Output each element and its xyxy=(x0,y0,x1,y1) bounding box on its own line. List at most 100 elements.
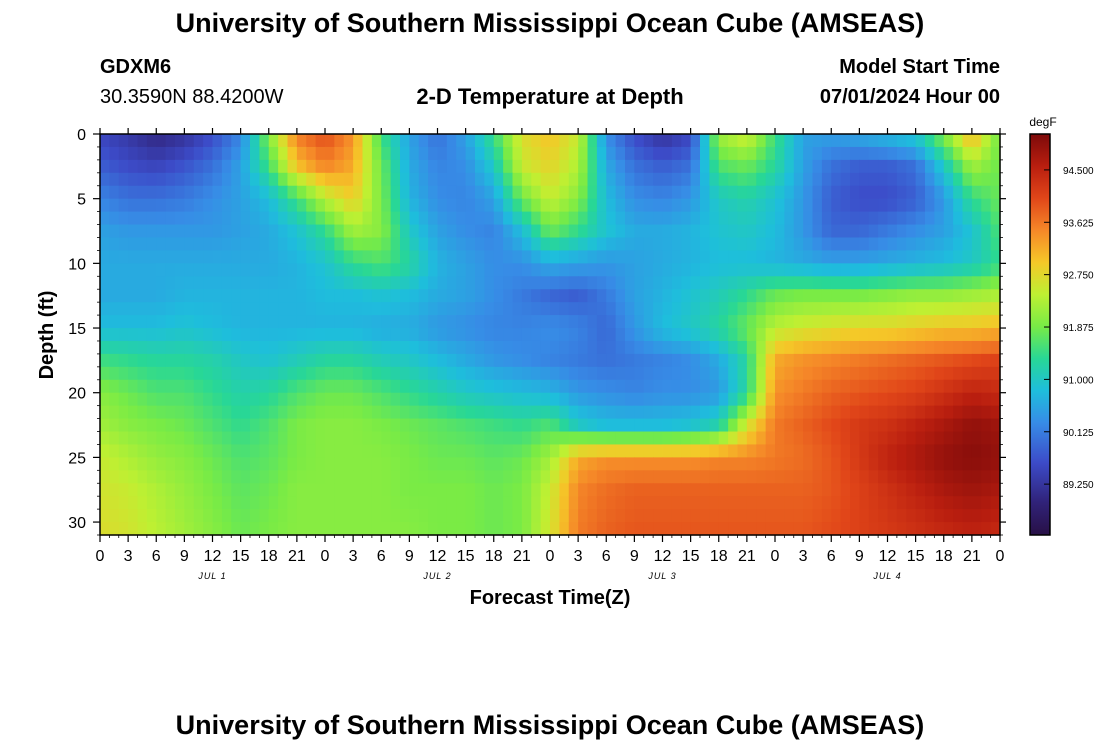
heatmap-cell xyxy=(887,509,898,523)
heatmap-cell xyxy=(643,224,654,239)
heatmap-cell xyxy=(981,457,992,471)
heatmap-cell xyxy=(700,340,710,355)
heatmap-cell xyxy=(568,289,579,303)
heatmap-cell xyxy=(681,276,692,290)
heatmap-cell xyxy=(203,224,214,239)
heatmap-cell xyxy=(203,185,214,200)
heatmap-cell xyxy=(212,405,223,420)
heatmap-cell xyxy=(343,340,354,355)
heatmap-cell xyxy=(962,366,973,381)
heatmap-cell xyxy=(981,302,992,316)
heatmap-cell xyxy=(803,509,814,523)
heatmap-cell xyxy=(362,302,373,316)
heatmap-cell xyxy=(353,198,364,213)
heatmap-cell xyxy=(306,457,317,471)
heatmap-cell xyxy=(634,431,645,446)
heatmap-cell xyxy=(868,470,879,484)
heatmap-cell xyxy=(493,457,504,471)
heatmap-cell xyxy=(456,379,467,394)
heatmap-cell xyxy=(831,146,842,161)
heatmap-cell xyxy=(709,263,720,277)
heatmap-cell xyxy=(709,418,720,433)
heatmap-cell xyxy=(165,159,176,174)
heatmap-cell xyxy=(746,172,757,187)
heatmap-cell xyxy=(512,444,523,458)
heatmap-cell xyxy=(868,483,879,497)
heatmap-cell xyxy=(559,470,570,484)
heatmap-cell xyxy=(690,444,701,458)
heatmap-cell xyxy=(503,159,514,174)
heatmap-cell xyxy=(409,340,420,355)
heatmap-cell xyxy=(475,509,485,523)
heatmap-cell xyxy=(128,522,139,536)
heatmap-cell xyxy=(203,328,214,342)
heatmap-cell xyxy=(643,431,654,446)
heatmap-cell xyxy=(728,509,739,523)
heatmap-cell xyxy=(221,263,232,277)
heatmap-cell xyxy=(662,263,673,277)
heatmap-cell xyxy=(484,185,495,200)
heatmap-cell xyxy=(400,198,410,213)
heatmap-cell xyxy=(587,483,598,497)
heatmap-cell xyxy=(850,328,860,342)
heatmap-cell xyxy=(418,509,429,523)
heatmap-cell xyxy=(278,457,289,471)
heatmap-cell xyxy=(240,224,251,239)
heatmap-cell xyxy=(362,392,373,407)
heatmap-cell xyxy=(484,250,495,264)
heatmap-cell xyxy=(231,315,242,329)
heatmap-cell xyxy=(428,509,439,523)
heatmap-cell xyxy=(371,483,382,497)
heatmap-cell xyxy=(100,276,110,290)
heatmap-cell xyxy=(934,457,945,471)
heatmap-cell xyxy=(446,418,457,433)
heatmap-cell xyxy=(306,496,317,510)
heatmap-cell xyxy=(371,418,382,433)
heatmap-cell xyxy=(953,159,964,174)
heatmap-cell xyxy=(718,224,729,239)
heatmap-cell xyxy=(803,444,814,458)
heatmap-cell xyxy=(550,405,560,420)
heatmap-cell xyxy=(362,366,373,381)
heatmap-cell xyxy=(493,483,504,497)
heatmap-cell xyxy=(821,198,832,213)
heatmap-cell xyxy=(465,211,476,226)
heatmap-cell xyxy=(812,483,823,497)
heatmap-cell xyxy=(831,340,842,355)
heatmap-cell xyxy=(221,457,232,471)
heatmap-cell xyxy=(953,496,964,510)
heatmap-cell xyxy=(512,159,523,174)
heatmap-cell xyxy=(250,134,260,148)
heatmap-cell xyxy=(250,418,260,433)
heatmap-cell xyxy=(240,302,251,316)
heatmap-cell xyxy=(540,172,551,187)
heatmap-cell xyxy=(634,457,645,471)
heatmap-cell xyxy=(512,405,523,420)
heatmap-cell xyxy=(100,470,110,484)
heatmap-cell xyxy=(746,302,757,316)
heatmap-cell xyxy=(784,250,795,264)
heatmap-cell xyxy=(268,211,279,226)
heatmap-cell xyxy=(540,483,551,497)
heatmap-cell xyxy=(653,418,664,433)
y-tick-label: 5 xyxy=(77,192,86,209)
heatmap-cell xyxy=(296,483,307,497)
heatmap-cell xyxy=(868,418,879,433)
heatmap-cell xyxy=(418,159,429,174)
heatmap-cell xyxy=(700,353,710,368)
heatmap-cell xyxy=(550,379,560,394)
heatmap-cell xyxy=(165,276,176,290)
heatmap-cell xyxy=(240,134,251,148)
heatmap-cell xyxy=(953,289,964,303)
heatmap-cell xyxy=(193,250,204,264)
heatmap-cell xyxy=(784,340,795,355)
heatmap-cell xyxy=(990,328,1001,342)
heatmap-cell xyxy=(353,496,364,510)
heatmap-cell xyxy=(990,134,1001,148)
heatmap-cell xyxy=(184,405,195,420)
heatmap-cell xyxy=(231,289,242,303)
heatmap-cell xyxy=(231,353,242,368)
heatmap-cell xyxy=(306,522,317,536)
heatmap-cell xyxy=(137,353,148,368)
heatmap-cell xyxy=(868,431,879,446)
